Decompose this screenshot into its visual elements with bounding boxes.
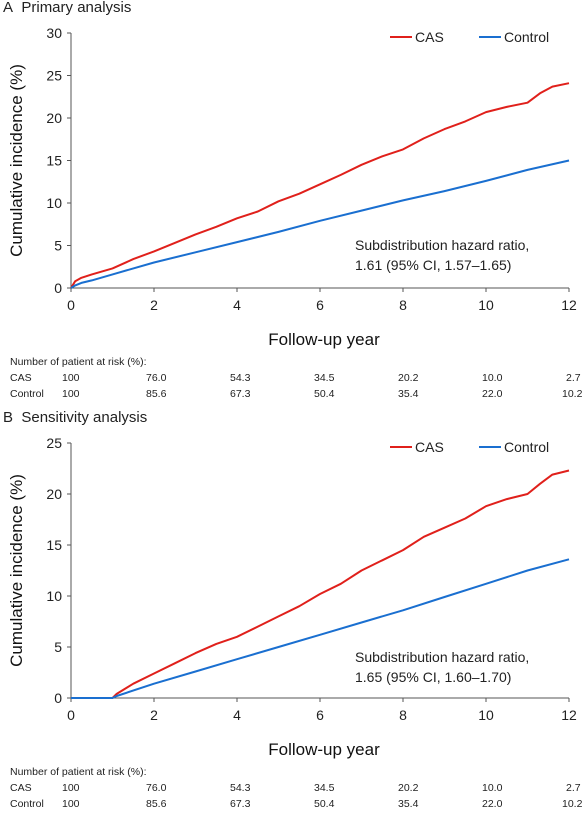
legend-label-cas: CAS <box>415 439 444 455</box>
y-axis-label: Cumulative incidence (%) <box>7 474 26 667</box>
risk-cell: 67.3 <box>230 798 251 810</box>
y-tick-label: 5 <box>54 639 62 655</box>
panel-title: B Sensitivity analysis <box>3 409 147 426</box>
annotation-text: Subdistribution hazard ratio, <box>355 237 529 253</box>
legend-label-cas: CAS <box>415 29 444 45</box>
risk-cell: 54.3 <box>230 782 251 794</box>
risk-cell: 10.0 <box>482 372 503 384</box>
risk-row-cas: CAS 100 76.0 54.3 34.5 20.2 10.0 2.7 <box>0 372 586 387</box>
risk-cell: 100 <box>62 372 80 384</box>
x-tick-label: 8 <box>399 297 407 313</box>
panel-title-text: Sensitivity analysis <box>21 409 148 426</box>
risk-row-label: Control <box>10 798 44 810</box>
risk-cell: 76.0 <box>146 372 167 384</box>
risk-cell: 35.4 <box>398 388 419 400</box>
risk-row-label: CAS <box>10 372 32 384</box>
risk-cell: 22.0 <box>482 388 503 400</box>
series-line-cas <box>70 82 570 289</box>
y-tick-label: 25 <box>46 68 62 84</box>
annotation-text: Subdistribution hazard ratio, <box>355 649 529 665</box>
x-tick-label: 12 <box>561 297 577 313</box>
risk-cell: 34.5 <box>314 782 335 794</box>
y-tick-label: 20 <box>46 110 62 126</box>
y-tick-label: 20 <box>46 486 62 502</box>
risk-cell: 100 <box>62 782 80 794</box>
legend-label-control: Control <box>504 29 549 45</box>
risk-cell: 54.3 <box>230 372 251 384</box>
x-tick-label: 10 <box>478 707 494 723</box>
y-tick-label: 30 <box>46 25 62 41</box>
risk-row-label: CAS <box>10 782 32 794</box>
panel-title: A Primary analysis <box>3 0 131 16</box>
chart-sensitivity-analysis: 0 5 10 15 20 25 0 2 4 6 8 10 12 Follow-up year Cumulat… <box>7 435 577 759</box>
risk-cell: 85.6 <box>146 388 167 400</box>
x-axis-label: Follow-up year <box>268 330 380 349</box>
y-tick-label: 0 <box>54 690 62 706</box>
risk-table-header: Number of patient at risk (%): <box>10 766 147 778</box>
y-tick-label: 15 <box>46 153 62 169</box>
x-tick-label: 6 <box>316 707 324 723</box>
series-line-cas <box>71 469 570 699</box>
risk-cell: 2.7 <box>566 782 581 794</box>
y-tick-label: 0 <box>54 280 62 296</box>
y-tick-label: 25 <box>46 435 62 451</box>
risk-cell: 10.2 <box>562 798 583 810</box>
y-tick-label: 10 <box>46 588 62 604</box>
x-tick-label: 0 <box>67 297 75 313</box>
annotation-text: 1.65 (95% CI, 1.60–1.70) <box>355 669 511 685</box>
x-tick-label: 4 <box>233 297 241 313</box>
risk-cell: 35.4 <box>398 798 419 810</box>
annotation-text: 1.61 (95% CI, 1.57–1.65) <box>355 257 511 273</box>
legend-label-control: Control <box>504 439 549 455</box>
x-tick-label: 4 <box>233 707 241 723</box>
risk-cell: 10.2 <box>562 388 583 400</box>
risk-cell: 100 <box>62 798 80 810</box>
x-tick-label: 10 <box>478 297 494 313</box>
risk-cell: 50.4 <box>314 798 335 810</box>
risk-cell: 76.0 <box>146 782 167 794</box>
risk-table-header: Number of patient at risk (%): <box>10 356 147 368</box>
risk-cell: 22.0 <box>482 798 503 810</box>
chart-primary-analysis: 0 5 10 15 20 25 30 0 2 4 6 8 10 12 Follow-up year Cumul… <box>7 25 577 349</box>
panel-sensitivity-analysis: B Sensitivity analysis 0 5 10 15 20 25 0 2 4 6 8 10… <box>0 409 586 817</box>
y-tick-label: 15 <box>46 537 62 553</box>
risk-cell: 20.2 <box>398 782 419 794</box>
series-line-control <box>70 159 570 289</box>
x-tick-label: 6 <box>316 297 324 313</box>
risk-row-cas: CAS 100 76.0 54.3 34.5 20.2 10.0 2.7 <box>0 782 586 797</box>
y-tick-label: 5 <box>54 238 62 254</box>
risk-cell: 34.5 <box>314 372 335 384</box>
risk-row-label: Control <box>10 388 44 400</box>
x-tick-label: 0 <box>67 707 75 723</box>
risk-cell: 2.7 <box>566 372 581 384</box>
x-tick-label: 8 <box>399 707 407 723</box>
panel-primary-analysis: A Primary analysis 0 5 10 15 20 25 30 0 2 4 6 8 10 12… <box>0 0 586 408</box>
x-tick-label: 2 <box>150 297 158 313</box>
panel-letter: B <box>3 409 14 426</box>
x-axis-label: Follow-up year <box>268 740 380 759</box>
series-line-control <box>71 558 570 699</box>
risk-row-control: Control 100 85.6 67.3 50.4 35.4 22.0 10.… <box>0 798 586 813</box>
y-tick-label: 10 <box>46 195 62 211</box>
risk-cell: 100 <box>62 388 80 400</box>
risk-cell: 50.4 <box>314 388 335 400</box>
risk-cell: 67.3 <box>230 388 251 400</box>
risk-cell: 85.6 <box>146 798 167 810</box>
x-tick-label: 12 <box>561 707 577 723</box>
y-axis-label: Cumulative incidence (%) <box>7 64 26 257</box>
x-tick-label: 2 <box>150 707 158 723</box>
risk-cell: 20.2 <box>398 372 419 384</box>
panel-title-text: Primary analysis <box>21 0 132 16</box>
risk-cell: 10.0 <box>482 782 503 794</box>
panel-letter: A <box>3 0 14 16</box>
risk-row-control: Control 100 85.6 67.3 50.4 35.4 22.0 10.… <box>0 388 586 403</box>
